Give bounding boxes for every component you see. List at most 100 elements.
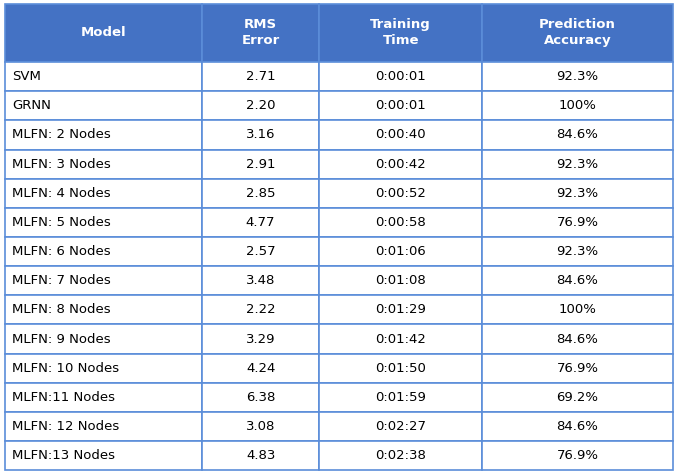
Text: 3.16: 3.16 — [246, 128, 275, 141]
Bar — [202, 208, 319, 237]
Text: 2.91: 2.91 — [246, 158, 275, 171]
Text: 84.6%: 84.6% — [557, 420, 599, 433]
Text: 0:00:01: 0:00:01 — [376, 100, 426, 112]
Text: Model: Model — [81, 27, 127, 39]
Bar — [319, 354, 483, 383]
Bar — [5, 120, 202, 150]
Bar — [319, 179, 483, 208]
Bar — [5, 412, 202, 441]
Text: 0:01:42: 0:01:42 — [376, 333, 426, 346]
Bar — [319, 62, 483, 91]
Text: 2.71: 2.71 — [246, 70, 275, 83]
Bar — [5, 383, 202, 412]
Bar — [202, 295, 319, 325]
Bar — [202, 325, 319, 354]
Text: 92.3%: 92.3% — [557, 245, 599, 258]
Bar — [483, 325, 673, 354]
Bar — [5, 62, 202, 91]
Text: MLFN: 6 Nodes: MLFN: 6 Nodes — [12, 245, 111, 258]
Bar — [483, 208, 673, 237]
Text: 100%: 100% — [559, 303, 597, 316]
Bar — [483, 120, 673, 150]
Bar — [202, 62, 319, 91]
Bar — [483, 150, 673, 179]
Bar — [319, 325, 483, 354]
Bar — [319, 208, 483, 237]
Bar — [319, 237, 483, 266]
Bar — [5, 208, 202, 237]
Text: 3.48: 3.48 — [246, 274, 275, 287]
Bar — [483, 237, 673, 266]
Bar — [5, 266, 202, 295]
Bar — [319, 383, 483, 412]
Text: 76.9%: 76.9% — [557, 449, 599, 462]
Bar — [483, 295, 673, 325]
Text: 0:00:52: 0:00:52 — [376, 187, 426, 200]
Bar — [202, 150, 319, 179]
Bar — [202, 441, 319, 470]
Text: MLFN: 12 Nodes: MLFN: 12 Nodes — [12, 420, 119, 433]
Bar — [5, 237, 202, 266]
Text: 69.2%: 69.2% — [557, 391, 599, 404]
Text: 4.83: 4.83 — [246, 449, 275, 462]
Text: 2.22: 2.22 — [246, 303, 275, 316]
Text: MLFN: 10 Nodes: MLFN: 10 Nodes — [12, 362, 119, 374]
Text: 0:01:29: 0:01:29 — [376, 303, 426, 316]
Text: 84.6%: 84.6% — [557, 128, 599, 141]
Text: 3.29: 3.29 — [246, 333, 275, 346]
Text: 84.6%: 84.6% — [557, 274, 599, 287]
Text: MLFN:11 Nodes: MLFN:11 Nodes — [12, 391, 115, 404]
Bar — [319, 295, 483, 325]
Text: 76.9%: 76.9% — [557, 362, 599, 374]
Bar — [5, 91, 202, 120]
Bar — [483, 91, 673, 120]
Bar — [319, 412, 483, 441]
Text: 0:02:27: 0:02:27 — [375, 420, 426, 433]
Text: 0:02:38: 0:02:38 — [376, 449, 426, 462]
Text: 92.3%: 92.3% — [557, 187, 599, 200]
Bar — [5, 150, 202, 179]
Text: MLFN: 5 Nodes: MLFN: 5 Nodes — [12, 216, 111, 229]
Bar — [483, 441, 673, 470]
Text: 0:00:01: 0:00:01 — [376, 70, 426, 83]
Bar — [483, 266, 673, 295]
Bar — [5, 441, 202, 470]
Bar — [202, 266, 319, 295]
Text: 0:01:50: 0:01:50 — [376, 362, 426, 374]
Bar — [202, 179, 319, 208]
Text: GRNN: GRNN — [12, 100, 51, 112]
Text: 76.9%: 76.9% — [557, 216, 599, 229]
Bar — [319, 91, 483, 120]
Text: MLFN:13 Nodes: MLFN:13 Nodes — [12, 449, 115, 462]
Bar — [319, 4, 483, 62]
Bar — [202, 237, 319, 266]
Bar — [319, 120, 483, 150]
Text: 6.38: 6.38 — [246, 391, 275, 404]
Bar — [5, 354, 202, 383]
Bar — [202, 91, 319, 120]
Text: 0:01:08: 0:01:08 — [376, 274, 426, 287]
Bar — [5, 179, 202, 208]
Text: MLFN: 3 Nodes: MLFN: 3 Nodes — [12, 158, 111, 171]
Bar — [5, 295, 202, 325]
Bar — [483, 4, 673, 62]
Bar — [5, 325, 202, 354]
Bar — [202, 354, 319, 383]
Text: MLFN: 2 Nodes: MLFN: 2 Nodes — [12, 128, 111, 141]
Text: MLFN: 7 Nodes: MLFN: 7 Nodes — [12, 274, 111, 287]
Bar — [202, 120, 319, 150]
Text: MLFN: 9 Nodes: MLFN: 9 Nodes — [12, 333, 111, 346]
Bar — [483, 354, 673, 383]
Text: 0:00:40: 0:00:40 — [376, 128, 426, 141]
Bar — [202, 412, 319, 441]
Text: Training
Time: Training Time — [370, 18, 431, 47]
Bar — [483, 383, 673, 412]
Bar — [202, 383, 319, 412]
Bar — [202, 4, 319, 62]
Bar — [5, 4, 202, 62]
Text: 0:01:59: 0:01:59 — [376, 391, 426, 404]
Text: SVM: SVM — [12, 70, 41, 83]
Text: MLFN: 4 Nodes: MLFN: 4 Nodes — [12, 187, 111, 200]
Text: 4.77: 4.77 — [246, 216, 275, 229]
Text: 2.85: 2.85 — [246, 187, 275, 200]
